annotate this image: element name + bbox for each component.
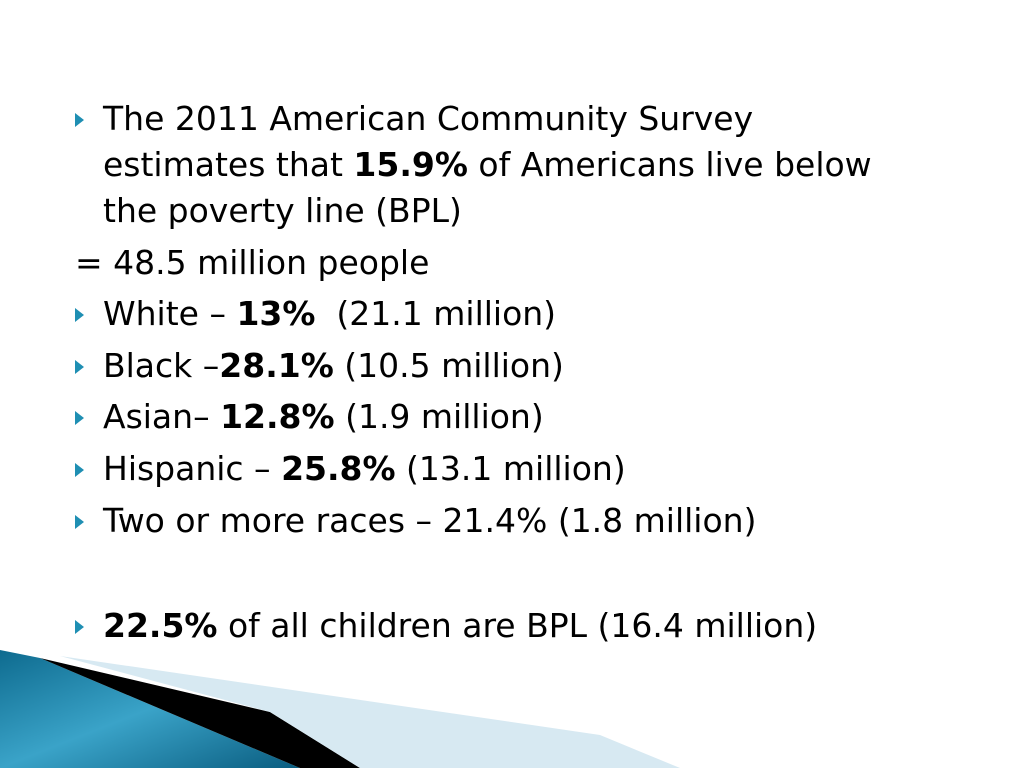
poverty-rate-value: 15.9%	[353, 145, 468, 184]
triangle-right-bullet-icon	[75, 360, 84, 374]
total-people-line: = 48.5 million people	[75, 243, 430, 282]
triangle-right-bullet-icon	[75, 620, 84, 634]
triangle-right-bullet-icon	[75, 515, 84, 529]
triangle-right-bullet-icon	[75, 113, 84, 127]
group-two-or-more: Two or more races – 21.4% (1.8 million)	[103, 501, 757, 540]
group-hispanic: Hispanic – 25.8% (13.1 million)	[103, 449, 626, 488]
group-white: White – 13% (21.1 million)	[103, 294, 557, 333]
children-line: 22.5% of all children are BPL (16.4 mill…	[103, 606, 818, 645]
group-asian: Asian– 12.8% (1.9 million)	[103, 397, 544, 436]
group-black: Black –28.1% (10.5 million)	[103, 346, 564, 385]
survey-line-3: the poverty line (BPL)	[103, 191, 462, 230]
survey-line-2: estimates that 15.9% of Americans live b…	[103, 145, 872, 184]
children-rate-value: 22.5%	[103, 606, 218, 645]
triangle-right-bullet-icon	[75, 308, 84, 322]
triangle-right-bullet-icon	[75, 463, 84, 477]
survey-line-1: The 2011 American Community Survey	[103, 99, 754, 138]
triangle-right-bullet-icon	[75, 411, 84, 425]
